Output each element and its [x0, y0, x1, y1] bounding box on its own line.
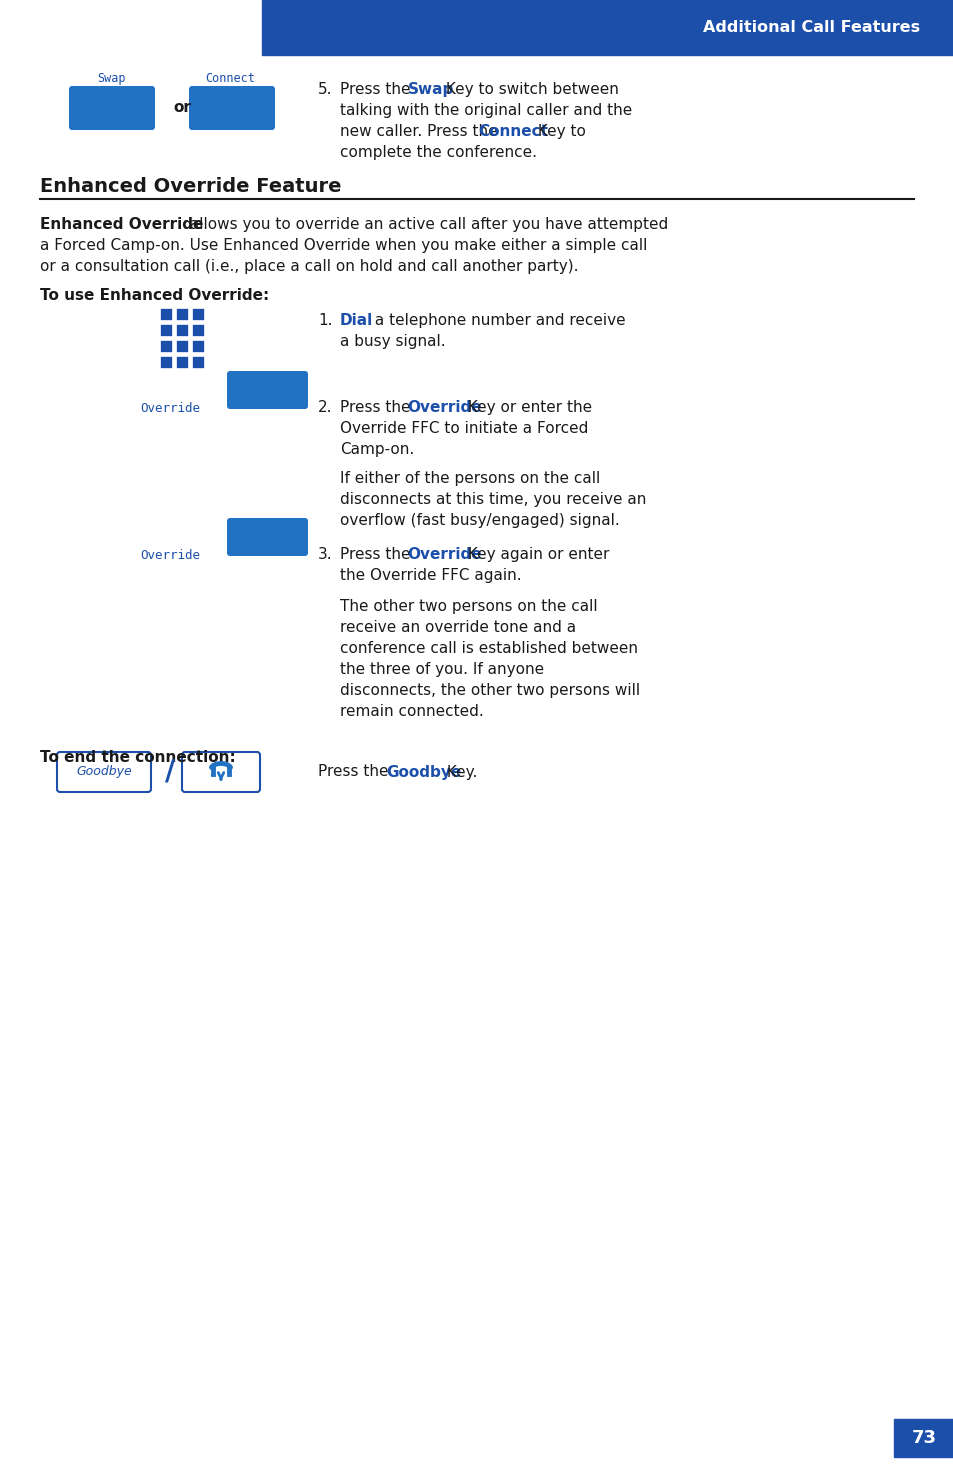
Text: 73: 73 [910, 1429, 936, 1447]
Text: Swap: Swap [97, 72, 126, 86]
Text: talking with the original caller and the: talking with the original caller and the [339, 103, 632, 118]
Text: Override: Override [407, 547, 481, 562]
Text: complete the conference.: complete the conference. [339, 145, 537, 159]
Text: the three of you. If anyone: the three of you. If anyone [339, 662, 543, 677]
FancyBboxPatch shape [57, 752, 151, 792]
Text: Override: Override [140, 549, 200, 562]
Bar [192, 308, 205, 322]
Text: 2.: 2. [317, 400, 333, 414]
Text: To end the connection:: To end the connection: [40, 749, 235, 766]
Bar [175, 341, 189, 353]
FancyBboxPatch shape [227, 518, 308, 556]
Text: 5.: 5. [317, 83, 333, 97]
Text: remain connected.: remain connected. [339, 704, 483, 718]
Text: /: / [165, 758, 175, 786]
Text: Key to switch between: Key to switch between [440, 83, 618, 97]
Text: Key or enter the: Key or enter the [462, 400, 592, 414]
Text: disconnects, the other two persons will: disconnects, the other two persons will [339, 683, 639, 698]
Text: Press the: Press the [339, 83, 415, 97]
Bar [175, 324, 189, 336]
Text: Press the: Press the [339, 547, 415, 562]
Bar [175, 355, 189, 369]
Bar [160, 341, 172, 353]
FancyBboxPatch shape [227, 372, 308, 409]
FancyBboxPatch shape [189, 86, 274, 130]
Text: If either of the persons on the call: If either of the persons on the call [339, 471, 599, 485]
Bar [160, 355, 172, 369]
Text: Key again or enter: Key again or enter [462, 547, 609, 562]
FancyBboxPatch shape [182, 752, 260, 792]
Text: Override: Override [140, 403, 200, 414]
Text: Dial: Dial [339, 313, 373, 327]
Text: Connect: Connect [477, 124, 547, 139]
Text: Connect: Connect [205, 72, 254, 86]
Text: Enhanced Override: Enhanced Override [40, 217, 203, 232]
Text: Swap: Swap [408, 83, 454, 97]
Text: Press the: Press the [339, 400, 415, 414]
Bar [160, 324, 172, 336]
Text: The other two persons on the call: The other two persons on the call [339, 599, 597, 614]
Text: Goodbye: Goodbye [76, 766, 132, 779]
Text: Camp-on.: Camp-on. [339, 442, 414, 457]
Text: overflow (fast busy/engaged) signal.: overflow (fast busy/engaged) signal. [339, 513, 619, 528]
Bar [192, 324, 205, 336]
Bar [192, 355, 205, 369]
Text: a telephone number and receive: a telephone number and receive [370, 313, 625, 327]
Text: To use Enhanced Override:: To use Enhanced Override: [40, 288, 269, 302]
Text: Key.: Key. [441, 764, 476, 779]
Text: the Override FFC again.: the Override FFC again. [339, 568, 521, 583]
Text: a Forced Camp-on. Use Enhanced Override when you make either a simple call: a Forced Camp-on. Use Enhanced Override … [40, 237, 647, 254]
Text: Press the: Press the [317, 764, 393, 779]
Text: Key to: Key to [533, 124, 585, 139]
Text: 3.: 3. [317, 547, 333, 562]
Text: conference call is established between: conference call is established between [339, 642, 638, 656]
Bar [262, 0, 953, 55]
Text: receive an override tone and a: receive an override tone and a [339, 620, 576, 636]
Bar [175, 308, 189, 322]
Text: Override: Override [407, 400, 481, 414]
Text: a busy signal.: a busy signal. [339, 333, 445, 350]
Text: or: or [172, 100, 191, 115]
Text: allows you to override an active call after you have attempted: allows you to override an active call af… [185, 217, 667, 232]
Text: or a consultation call (i.e., place a call on hold and call another party).: or a consultation call (i.e., place a ca… [40, 260, 578, 274]
Text: Enhanced Override Feature: Enhanced Override Feature [40, 177, 341, 196]
Text: new caller. Press the: new caller. Press the [339, 124, 502, 139]
Bar [893, 1419, 953, 1457]
Text: disconnects at this time, you receive an: disconnects at this time, you receive an [339, 493, 646, 507]
Text: 1.: 1. [317, 313, 333, 327]
Bar [160, 308, 172, 322]
FancyBboxPatch shape [69, 86, 154, 130]
Text: Additional Call Features: Additional Call Features [702, 21, 919, 35]
Text: Override FFC to initiate a Forced: Override FFC to initiate a Forced [339, 420, 588, 437]
Bar [192, 341, 205, 353]
Text: Goodbye: Goodbye [386, 764, 460, 779]
